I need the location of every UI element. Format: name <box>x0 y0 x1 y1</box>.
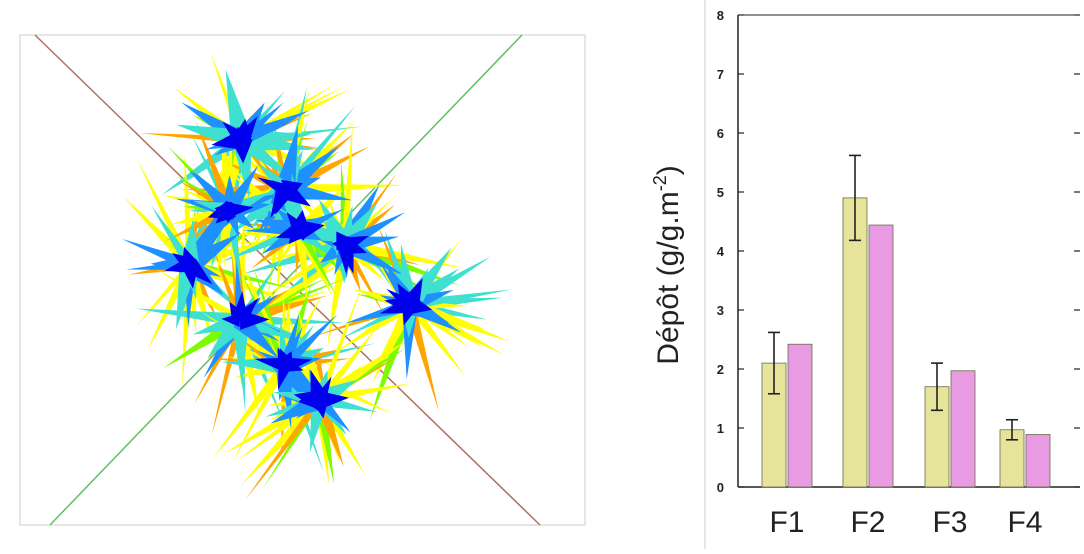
leaf-spike <box>195 120 235 212</box>
x-tick-label: F2 <box>850 506 885 539</box>
leaf-spike <box>316 286 362 402</box>
leaf-spike <box>406 302 465 376</box>
leaf-spike <box>245 397 324 500</box>
leaf-spike <box>154 267 243 324</box>
y-tick-label: 1 <box>717 421 724 436</box>
axis-line-red <box>34 34 541 526</box>
y-tick-label: 2 <box>717 362 724 377</box>
leaf-spike <box>214 202 231 218</box>
leaf-spike <box>292 227 308 241</box>
leaf-spike <box>211 129 244 151</box>
y-tick-label: 4 <box>717 244 725 259</box>
bar-F2-series2 <box>868 224 894 488</box>
bar-F2-series1 <box>842 197 868 488</box>
y-tick-label: 3 <box>717 303 724 318</box>
x-tick-labels: F1 F2 F3 F4 <box>769 506 1042 539</box>
leaf-spike <box>223 165 259 215</box>
leaf-spike <box>229 201 241 219</box>
bar-F1-series2 <box>787 343 813 488</box>
y-tick-label: 6 <box>717 126 724 141</box>
y-tick-label: 7 <box>717 67 724 82</box>
leaf-spike <box>294 229 308 305</box>
bar-F4-series2 <box>1025 434 1051 488</box>
leaf-spike <box>232 363 289 463</box>
leaf-spike <box>234 298 259 325</box>
x-tick-label: F3 <box>932 506 967 539</box>
leaf-spike <box>239 122 291 146</box>
leaf-spike <box>409 289 513 310</box>
y-tick-labels: 0 1 2 3 4 5 6 7 8 <box>717 8 725 495</box>
x-tick-label: F1 <box>769 506 804 539</box>
leaf-spike <box>280 314 338 370</box>
bar-F3-series2 <box>950 370 976 488</box>
leaf-spike <box>336 242 354 274</box>
leaf-spike <box>242 263 291 368</box>
leaf-spike <box>184 258 213 285</box>
leaf-spike <box>343 238 465 269</box>
x-tick-label: F4 <box>1007 506 1042 539</box>
leaf-spike <box>251 241 348 306</box>
leaf-spike <box>279 181 311 207</box>
leaf-spike <box>221 312 241 328</box>
plant-leaves <box>121 51 513 500</box>
y-tick-label: 5 <box>717 185 724 200</box>
plant-rendering-image <box>19 34 586 526</box>
plant-rendering-panel <box>19 34 586 526</box>
leaf-spike <box>298 390 321 410</box>
leaf-spike <box>230 319 250 387</box>
axis-line-green <box>49 34 523 526</box>
y-tick-label: 8 <box>717 8 724 23</box>
y-axis-label: Dépôt (g/g.m-2) <box>650 165 685 364</box>
chart-bars <box>761 154 1051 488</box>
leaf-spike <box>296 228 336 296</box>
leaf-spike <box>172 253 195 272</box>
leaf-spike <box>401 278 423 310</box>
leaf-spike <box>277 347 292 368</box>
leaf-spike <box>278 363 292 390</box>
leaf-spike <box>316 323 381 403</box>
bar-chart-panel: 0 1 2 3 4 5 6 7 8 F1 F2 F3 F4 Dépôt (g/g.m-2) <box>640 0 1084 549</box>
bar-chart: 0 1 2 3 4 5 6 7 8 F1 F2 F3 F4 Dépôt (g/g.m-2) <box>650 0 1080 549</box>
leaf-spike <box>257 177 288 196</box>
y-tick-label: 0 <box>717 480 724 495</box>
leaf-spike <box>407 298 510 342</box>
